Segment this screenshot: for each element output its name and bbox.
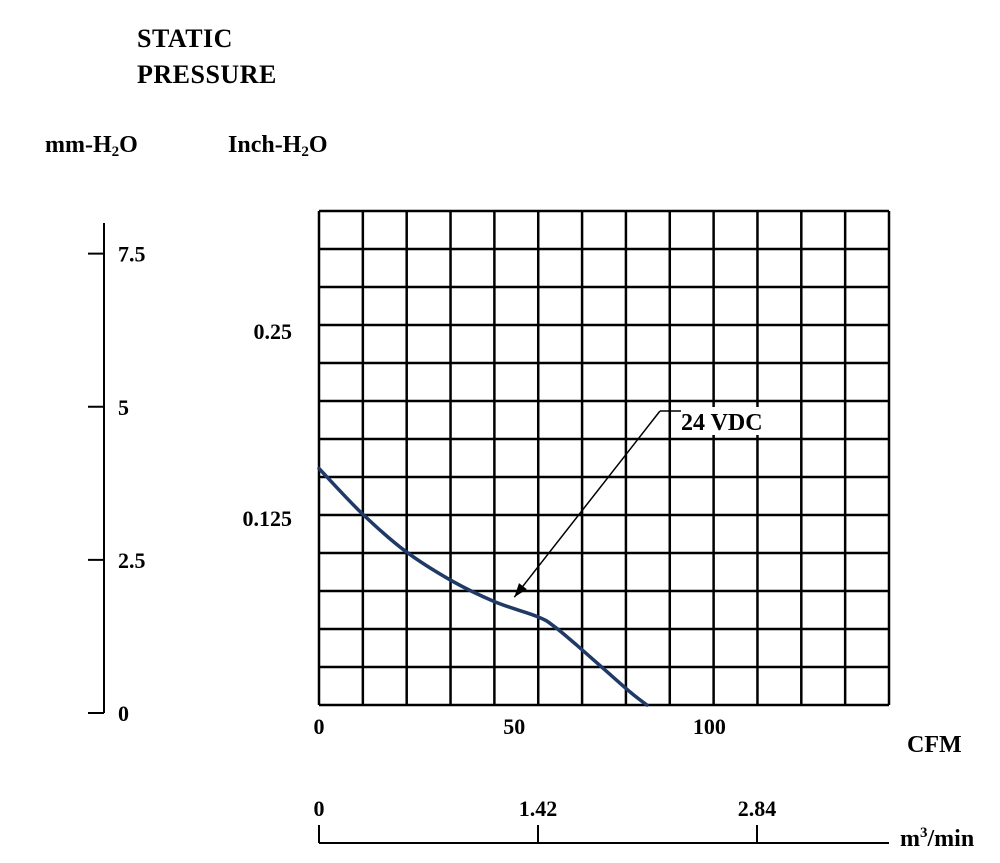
m3-per-min-tick-label: 1.42 <box>519 796 558 821</box>
m3-per-min-axis-title: m3/min <box>900 825 975 852</box>
chart-title-line-2: PRESSURE <box>137 60 277 89</box>
inch-h2o-tick-label: 0.25 <box>254 319 293 344</box>
mm-h2o-tick-label: 5 <box>118 395 129 420</box>
cfm-tick-label: 50 <box>503 714 525 739</box>
mm-h2o-tick-label: 0 <box>118 701 129 726</box>
annotation-arrow-shaft <box>513 410 661 598</box>
annotation-label-background <box>679 407 777 435</box>
inch-h2o-axis-title: Inch-H2O <box>228 132 328 160</box>
cfm-tick-label: 100 <box>693 714 726 739</box>
annotation-arrowhead <box>514 583 527 598</box>
mm-h2o-tick-label: 7.5 <box>118 242 146 267</box>
cfm-axis-title: CFM <box>907 732 962 758</box>
inch-h2o-tick-label: 0.125 <box>243 506 293 531</box>
annotation-label-24vdc: 24 VDC <box>681 410 763 436</box>
series-24vdc-curve <box>317 466 649 707</box>
cfm-tick-label: 0 <box>314 714 325 739</box>
m3-per-min-tick-label: 2.84 <box>738 796 777 821</box>
m3-per-min-tick-label: 0 <box>314 796 325 821</box>
mm-h2o-tick-label: 2.5 <box>118 548 146 573</box>
mm-h2o-axis-title: mm-H2O <box>45 132 138 160</box>
chart-title-line-1: STATIC <box>137 24 233 53</box>
